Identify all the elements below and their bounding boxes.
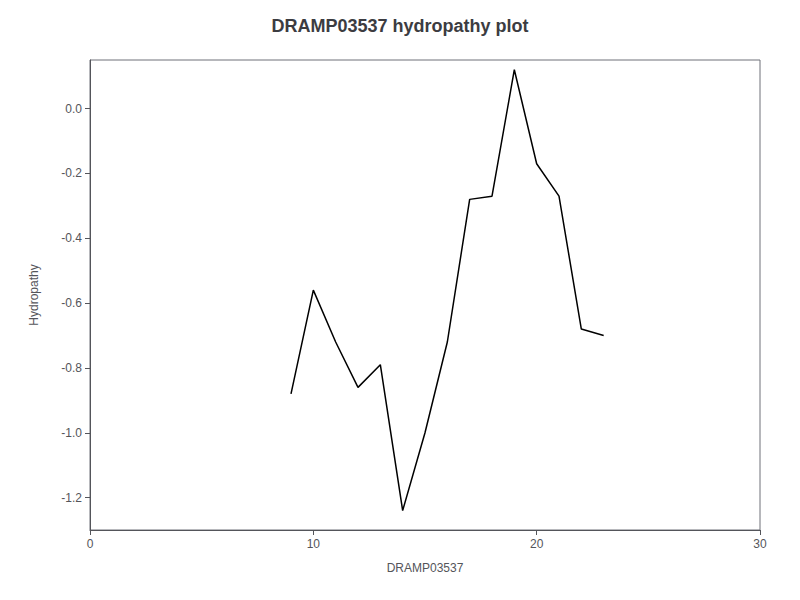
- svg-text:20: 20: [530, 537, 544, 551]
- svg-text:DRAMP03537: DRAMP03537: [387, 561, 464, 575]
- svg-text:-0.4: -0.4: [61, 231, 82, 245]
- svg-text:30: 30: [753, 537, 767, 551]
- svg-text:0.0: 0.0: [65, 102, 82, 116]
- svg-text:-1.0: -1.0: [61, 426, 82, 440]
- svg-text:DRAMP03537 hydropathy plot: DRAMP03537 hydropathy plot: [271, 16, 528, 36]
- svg-text:Hydropathy: Hydropathy: [27, 264, 41, 325]
- svg-text:-0.6: -0.6: [61, 296, 82, 310]
- svg-text:10: 10: [307, 537, 321, 551]
- svg-text:-0.8: -0.8: [61, 361, 82, 375]
- svg-text:-1.2: -1.2: [61, 491, 82, 505]
- svg-text:-0.2: -0.2: [61, 166, 82, 180]
- svg-text:0: 0: [87, 537, 94, 551]
